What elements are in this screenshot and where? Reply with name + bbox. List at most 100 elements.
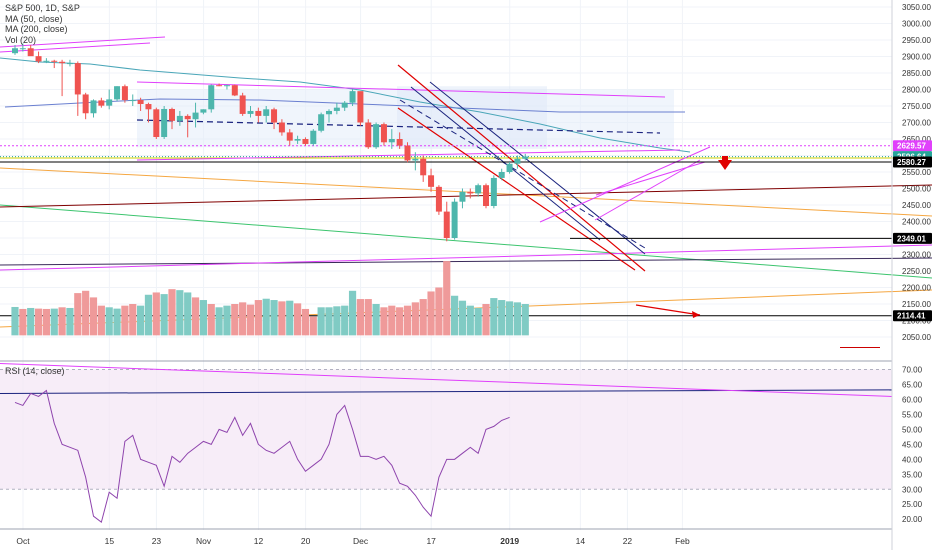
candle-body	[239, 95, 246, 114]
candle-body	[255, 110, 262, 116]
magenta-top-line-2	[0, 42, 151, 53]
magenta-top-line	[0, 36, 166, 48]
volume-bar	[286, 300, 294, 336]
candle-body	[380, 124, 387, 143]
candle-body	[443, 211, 450, 238]
candle-body	[74, 63, 81, 95]
x-tick-label: 2019	[500, 536, 519, 546]
rsi-legend[interactable]: RSI (14, close)	[5, 366, 65, 376]
ma50-legend[interactable]: MA (50, close)	[5, 13, 63, 24]
x-tick-label: 14	[576, 536, 586, 546]
volume-bar	[215, 307, 223, 336]
rsi-tick-label: 25.00	[902, 500, 923, 509]
volume-bar	[66, 307, 74, 336]
volume-bar	[521, 304, 529, 336]
volume-bar	[348, 290, 357, 336]
volume-bar	[380, 307, 388, 336]
green-trend-line	[0, 204, 932, 279]
candle-body	[114, 86, 121, 100]
candle-body	[333, 107, 340, 111]
y-tick-label: 2850.00	[902, 69, 931, 78]
candle-body	[396, 139, 403, 146]
price-tag	[893, 156, 932, 168]
candle-body	[286, 132, 293, 141]
y-tick-label: 2050.00	[902, 333, 931, 342]
navy-dashed-mid	[136, 119, 661, 134]
y-tick-label: 2200.00	[902, 284, 931, 293]
x-tick-label: Feb	[675, 536, 690, 546]
candle-body	[498, 172, 505, 178]
candle-body	[137, 100, 144, 105]
volume-bar	[325, 307, 333, 336]
candle-body	[223, 85, 230, 87]
volume-bar	[458, 300, 467, 336]
volume-bar	[427, 291, 435, 336]
volume-bar	[27, 307, 35, 336]
volume-bar	[294, 303, 302, 336]
y-tick-label: 2450.00	[902, 201, 931, 210]
volume-bar	[50, 308, 58, 336]
x-tick-label: Nov	[196, 536, 212, 546]
y-tick-label: 2400.00	[902, 218, 931, 227]
volume-bar	[113, 308, 121, 336]
candle-body	[66, 63, 73, 65]
volume-bar	[137, 305, 145, 336]
volume-bar	[278, 301, 286, 336]
volume-bar	[184, 292, 192, 336]
volume-bar	[396, 307, 404, 336]
y-tick-label: 2300.00	[902, 251, 931, 260]
volume-bar	[34, 308, 43, 336]
candle-body	[59, 61, 66, 64]
candle-body	[278, 122, 285, 133]
candle-body	[176, 115, 183, 121]
y-axis: 3050.00 3000.00 2950.00 2900.00 2850.00 2800.…	[902, 3, 931, 524]
volume-bar	[498, 300, 506, 336]
price-tag	[893, 140, 932, 152]
price-tag	[893, 232, 932, 244]
volume-bar	[254, 300, 262, 336]
candle-body	[145, 104, 152, 110]
volume-bar	[121, 305, 129, 336]
candle-body	[357, 91, 364, 123]
red-volume-arrow	[635, 304, 701, 316]
ma200-legend[interactable]: MA (200, close)	[5, 24, 68, 34]
candle-body	[106, 99, 113, 106]
rsi-band	[0, 369, 892, 490]
y-tick-label: 2800.00	[902, 86, 931, 95]
candle-body	[153, 109, 160, 138]
volume-bar	[231, 304, 239, 336]
candle-body	[349, 91, 356, 103]
volume-bar	[482, 304, 490, 336]
volume-bar	[168, 289, 176, 336]
candle-body	[428, 175, 435, 187]
candle-body	[161, 108, 168, 138]
volume-bar	[199, 300, 207, 336]
candle-body	[365, 122, 372, 148]
rising-wedge-upper	[539, 146, 711, 223]
x-tick-label: Oct	[16, 536, 30, 546]
volume-bar	[317, 307, 325, 336]
candle-body	[294, 139, 301, 141]
red-down-arrow	[718, 156, 732, 170]
candle-body	[200, 109, 207, 113]
volume-legend[interactable]: Vol (20)	[5, 34, 37, 45]
dark-red-trend-line	[0, 184, 932, 208]
volume-bar	[513, 302, 521, 336]
rsi-tick-label: 70.00	[902, 366, 923, 375]
candle-body	[412, 158, 419, 161]
volume-bar	[270, 300, 278, 336]
candle-body	[216, 85, 223, 87]
volume-bar	[129, 304, 137, 336]
symbol-title[interactable]: S&P 500, 1D, S&P	[5, 3, 80, 13]
rsi-tick-label: 60.00	[902, 395, 923, 404]
chart-legend: S&P 500, 1D, S&P MA (50, close) MA (200,…	[5, 3, 80, 45]
volume-bar	[435, 287, 443, 336]
x-tick-label: 12	[254, 536, 264, 546]
volume-bar	[42, 308, 50, 336]
candle-body	[420, 158, 427, 176]
price-tag	[893, 310, 932, 322]
candle-body	[192, 112, 199, 120]
rsi-tick-label: 65.00	[902, 380, 923, 389]
candle-body	[43, 60, 50, 62]
